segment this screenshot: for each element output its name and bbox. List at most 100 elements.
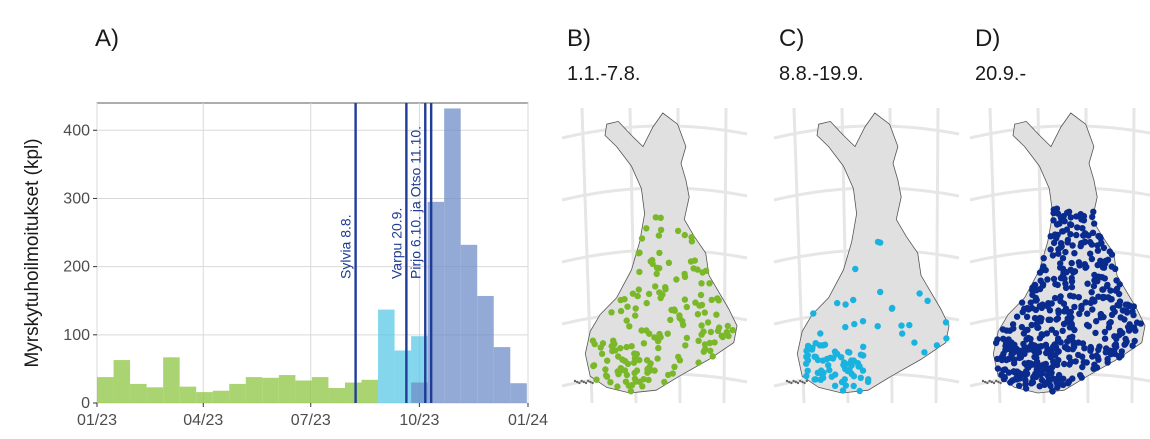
observation-point xyxy=(645,376,652,384)
observation-point xyxy=(661,378,668,386)
observation-point xyxy=(1097,257,1104,264)
observation-point xyxy=(723,329,730,336)
observation-point xyxy=(695,359,702,366)
observation-point xyxy=(1057,240,1065,247)
observation-point xyxy=(850,373,858,380)
observation-point xyxy=(831,382,839,389)
island xyxy=(805,379,808,383)
observation-point xyxy=(1065,345,1072,353)
observation-point xyxy=(1113,343,1120,351)
observation-point xyxy=(851,320,858,328)
island xyxy=(788,380,791,384)
observation-point xyxy=(706,339,713,347)
observation-point xyxy=(704,319,712,326)
observation-point xyxy=(819,357,827,364)
y-tick-label: 200 xyxy=(63,259,90,276)
y-tick-label: 300 xyxy=(63,190,90,207)
observation-point xyxy=(1005,369,1013,376)
observation-point xyxy=(828,373,835,380)
observation-point xyxy=(1038,304,1046,311)
observation-point xyxy=(1093,318,1100,325)
observation-point xyxy=(1079,363,1086,371)
observation-point xyxy=(681,231,688,239)
observation-point xyxy=(617,307,625,315)
event-label: Pirjo 6.10. ja Otso 11.10. xyxy=(407,126,423,279)
observation-point xyxy=(1061,218,1068,225)
observation-point xyxy=(683,334,691,342)
observation-point xyxy=(1026,343,1034,350)
island xyxy=(589,380,592,384)
observation-point xyxy=(1130,303,1138,310)
observation-point xyxy=(702,267,710,274)
histogram-bar xyxy=(311,377,329,403)
x-tick-label: 10/23 xyxy=(399,412,439,429)
observation-point xyxy=(1053,235,1060,242)
observation-point xyxy=(1059,255,1067,262)
y-axis-title: Myrskytuhoilmoitukset (kpl) xyxy=(22,138,43,367)
island xyxy=(990,380,993,384)
observation-point xyxy=(1057,298,1064,305)
observation-point xyxy=(681,270,688,278)
observation-point xyxy=(1028,321,1035,329)
observation-point xyxy=(623,343,630,351)
observation-point xyxy=(1034,368,1041,375)
observation-point xyxy=(1108,263,1116,270)
observation-point xyxy=(874,323,881,330)
observation-point xyxy=(599,340,607,347)
observation-point xyxy=(714,295,721,302)
x-tick-label: 07/23 xyxy=(291,412,331,429)
panel-a-x-ticks: 01/23 04/23 07/23 10/23 01/24 xyxy=(77,403,548,429)
observation-point xyxy=(1083,359,1090,366)
observation-point xyxy=(1122,301,1130,308)
observation-point xyxy=(640,376,647,383)
observation-point xyxy=(589,337,597,344)
observation-point xyxy=(647,360,654,367)
observation-point xyxy=(1065,208,1073,215)
island xyxy=(981,379,985,383)
observation-point xyxy=(609,347,616,355)
observation-point xyxy=(602,366,609,373)
observation-point xyxy=(1054,338,1062,345)
observation-point xyxy=(1084,310,1091,317)
observation-point xyxy=(1130,324,1138,331)
observation-point xyxy=(1095,346,1102,353)
y-tick-label: 400 xyxy=(63,122,90,139)
observation-point xyxy=(692,299,699,306)
histogram-bar xyxy=(361,379,379,403)
observation-point xyxy=(673,276,680,283)
observation-point xyxy=(1036,335,1044,342)
observation-point xyxy=(933,342,941,349)
island xyxy=(576,380,579,384)
x-tick-label: 01/24 xyxy=(508,412,548,429)
observation-point xyxy=(638,327,645,334)
observation-point xyxy=(1088,241,1096,248)
panel-a-y-ticks: 0 100 200 300 400 xyxy=(63,122,97,412)
observation-point xyxy=(598,350,606,357)
observation-point xyxy=(826,366,833,374)
observation-point xyxy=(1003,356,1010,364)
observation-point xyxy=(1050,275,1058,283)
observation-point xyxy=(1129,308,1136,315)
observation-point xyxy=(994,365,1002,372)
observation-point xyxy=(1082,299,1089,306)
observation-point xyxy=(698,280,705,287)
observation-point xyxy=(1024,304,1031,312)
observation-point xyxy=(1062,305,1070,312)
histogram-bar xyxy=(97,377,114,403)
observation-point xyxy=(1094,274,1101,281)
island xyxy=(582,380,585,384)
observation-point xyxy=(874,238,882,246)
observation-point xyxy=(1033,358,1041,365)
observation-point xyxy=(1077,372,1084,379)
histogram-bar xyxy=(113,360,131,403)
observation-point xyxy=(636,268,643,276)
x-tick-label: 04/23 xyxy=(183,412,223,429)
observation-point xyxy=(652,214,659,221)
observation-point xyxy=(639,383,646,390)
observation-point xyxy=(1007,379,1014,386)
observation-point xyxy=(841,376,848,383)
observation-point xyxy=(1117,314,1124,321)
island xyxy=(803,381,806,385)
observation-point xyxy=(916,290,923,297)
observation-point xyxy=(1101,275,1109,282)
